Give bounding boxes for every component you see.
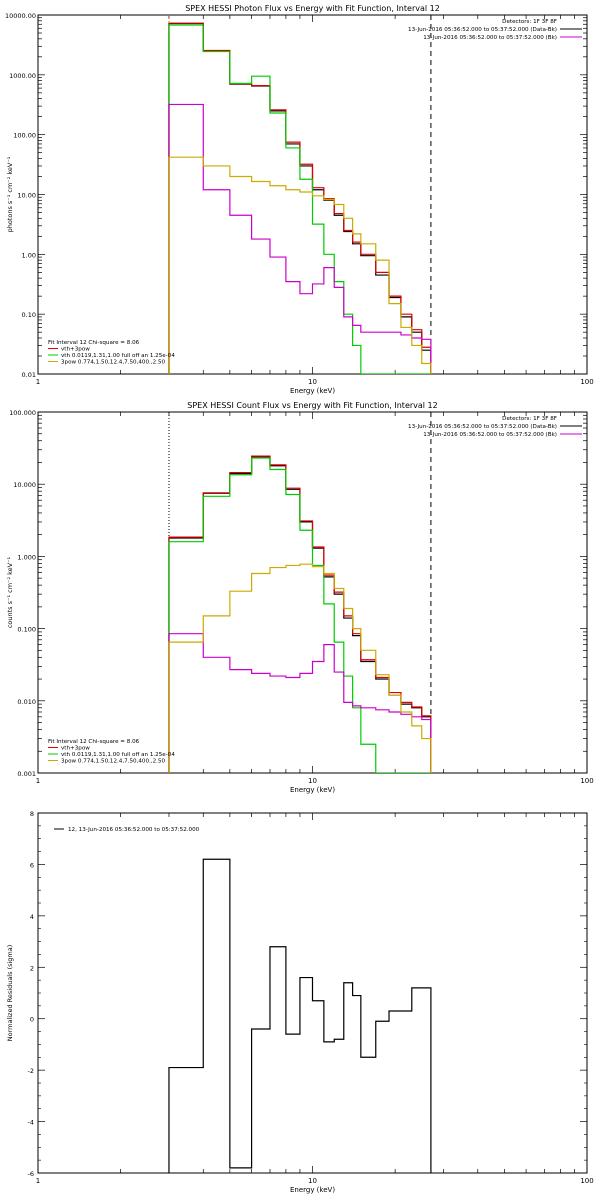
series-line-0 bbox=[168, 22, 432, 374]
y-tick-label: 0.100 bbox=[17, 626, 36, 634]
y-tick-label: 10.00 bbox=[17, 192, 36, 200]
plot-frame bbox=[37, 411, 588, 774]
x-tick-label: 100 bbox=[580, 378, 593, 386]
x-tick-label: 10 bbox=[308, 378, 317, 386]
series-line-4 bbox=[168, 156, 432, 374]
x-tick-label: 1 bbox=[36, 378, 40, 386]
y-tick-label: -2 bbox=[28, 1067, 34, 1075]
header-text: 13-Jun-2016 05:36:52.000 to 05:37:52.000… bbox=[423, 35, 557, 41]
y-tick-label: 0.10 bbox=[22, 311, 36, 319]
legend-entry: 3pow 0.774,1.50,12.4,7.50,400.,2.50 bbox=[61, 360, 166, 366]
series-group bbox=[168, 22, 432, 374]
y-tick-label: 0.01 bbox=[22, 371, 36, 379]
series-line-3 bbox=[168, 103, 432, 374]
y-tick-label: 0 bbox=[30, 1016, 34, 1024]
x-tick-label: 100 bbox=[580, 1177, 593, 1185]
legend-entry: Fit Interval 12 Chi-square = 8.06 bbox=[48, 340, 140, 346]
y-tick-label: 1000.00 bbox=[9, 72, 36, 80]
y-tick-label: 2 bbox=[30, 964, 34, 972]
y-tick-label: -4 bbox=[28, 1119, 34, 1127]
y-tick-label: 8 bbox=[30, 810, 34, 818]
legend-entry: 3pow 0.774,1.50,12.4,7.50,400.,2.50 bbox=[61, 759, 166, 765]
legend-entry: vth 0.0119,1.31,1.00 full off an 1.25e-0… bbox=[61, 752, 175, 758]
series-group bbox=[168, 858, 432, 1173]
x-tick-label: 100 bbox=[580, 777, 593, 785]
series-group bbox=[168, 455, 432, 773]
header-text: Detectors: 1F 3F 8F bbox=[502, 19, 557, 25]
series-line-2 bbox=[168, 24, 431, 374]
series-line-2 bbox=[168, 457, 431, 773]
series-line-1 bbox=[168, 22, 432, 374]
header-text: Detectors: 1F 3F 8F bbox=[502, 416, 557, 422]
y-tick-label: 10000.00 bbox=[5, 12, 36, 20]
y-tick-label: 100.000 bbox=[9, 409, 36, 417]
y-tick-label: 0.010 bbox=[17, 698, 36, 706]
header-text: 13-Jun-2016 05:36:52.000 to 05:37:52.000… bbox=[408, 27, 557, 33]
y-axis-label: counts s⁻¹ cm⁻² keV⁻¹ bbox=[6, 556, 14, 628]
x-axis-label: Energy (keV) bbox=[290, 786, 335, 794]
count-flux-panel: SPEX HESSI Count Flux vs Energy with Fit… bbox=[6, 401, 594, 794]
y-tick-label: 6 bbox=[30, 861, 34, 869]
x-tick-label: 10 bbox=[308, 1177, 317, 1185]
x-axis-label: Energy (keV) bbox=[290, 387, 335, 395]
x-tick-label: 10 bbox=[308, 777, 317, 785]
x-axis-label: Energy (keV) bbox=[290, 1186, 335, 1194]
y-tick-label: 1.000 bbox=[17, 553, 36, 561]
photon-flux-panel: SPEX HESSI Photon Flux vs Energy with Fi… bbox=[5, 4, 594, 395]
y-tick-label: 100.00 bbox=[13, 132, 36, 140]
legend-entry: vth+3pow bbox=[61, 347, 90, 353]
chart-title: SPEX HESSI Count Flux vs Energy with Fit… bbox=[187, 401, 438, 410]
series-line-3 bbox=[168, 633, 432, 773]
residuals-panel: 1 10 100 Energy (keV) -6 -4 -2 0 2 4 6 8 Normalized … bbox=[6, 810, 594, 1194]
y-tick-label: -6 bbox=[28, 1170, 34, 1178]
series-line-4 bbox=[168, 563, 432, 773]
series-line-0 bbox=[168, 858, 432, 1173]
legend-entry: vth 0.0119,1.31,1.00 full off an 1.25e-0… bbox=[61, 353, 175, 359]
chart-title: SPEX HESSI Photon Flux vs Energy with Fi… bbox=[185, 4, 440, 13]
header-text: 13-Jun-2016 05:36:52.000 to 05:37:52.000… bbox=[423, 432, 557, 438]
y-tick-label: 1.00 bbox=[22, 251, 36, 259]
x-tick-label: 1 bbox=[36, 1177, 40, 1185]
y-tick-label: 0.001 bbox=[17, 770, 36, 778]
x-tick-label: 1 bbox=[36, 777, 40, 785]
y-tick-label: 10.000 bbox=[13, 481, 36, 489]
legend-entry: vth+3pow bbox=[61, 746, 90, 752]
y-tick-label: 4 bbox=[30, 913, 34, 921]
y-axis-label: photons s⁻¹ cm⁻² keV⁻¹ bbox=[6, 156, 14, 232]
header-text: 13-Jun-2016 05:36:52.000 to 05:37:52.000… bbox=[408, 424, 557, 430]
y-axis-label: Normalized Residuals (sigma) bbox=[6, 945, 14, 1042]
legend-entry: Fit Interval 12 Chi-square = 8.06 bbox=[48, 739, 140, 745]
legend-entry: 12, 13-Jun-2016 05:36:52.000 to 05:37:52… bbox=[68, 827, 200, 833]
